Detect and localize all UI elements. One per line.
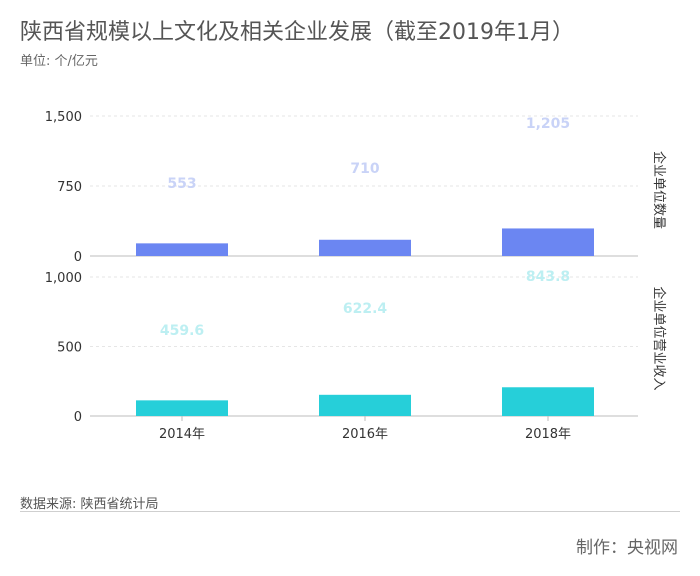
bar xyxy=(319,239,411,256)
credit: 制作：央视网 xyxy=(576,538,678,558)
y-tick-label: 0 xyxy=(74,410,82,425)
x-tick-label: 2018年 xyxy=(525,427,571,442)
x-tick-label: 2016年 xyxy=(342,427,388,442)
y-tick-label: 1,000 xyxy=(45,271,82,286)
data-label: 553 xyxy=(167,176,196,192)
data-label: 459.6 xyxy=(160,323,204,339)
data-label: 1,205 xyxy=(526,116,570,132)
chart-title: 陕西省规模以上文化及相关企业发展（截至2019年1月） xyxy=(20,20,574,45)
y-tick-label: 0 xyxy=(74,250,82,265)
data-source: 数据来源: 陕西省统计局 xyxy=(20,497,159,512)
bar xyxy=(136,400,228,416)
y-tick-label: 1,500 xyxy=(45,110,82,125)
series-name: 企业单位数量 xyxy=(651,151,667,229)
data-label: 843.8 xyxy=(526,269,570,285)
y-tick-label: 500 xyxy=(57,341,82,356)
y-tick-label: 750 xyxy=(57,180,82,195)
bar xyxy=(502,387,594,416)
bar xyxy=(319,394,411,416)
unit-label: 单位: 个/亿元 xyxy=(20,54,98,69)
data-label: 710 xyxy=(350,161,379,177)
data-label: 622.4 xyxy=(343,301,388,317)
x-tick-label: 2014年 xyxy=(159,427,205,442)
bar xyxy=(502,228,594,256)
dual-bar-chart: 0 750 1,500 553 710 1,205 企业单位数量 0 500 1,000 459.6… xyxy=(45,110,667,442)
series-name: 企业单位营业收入 xyxy=(651,286,667,390)
bar xyxy=(136,243,228,256)
divider xyxy=(20,511,680,512)
